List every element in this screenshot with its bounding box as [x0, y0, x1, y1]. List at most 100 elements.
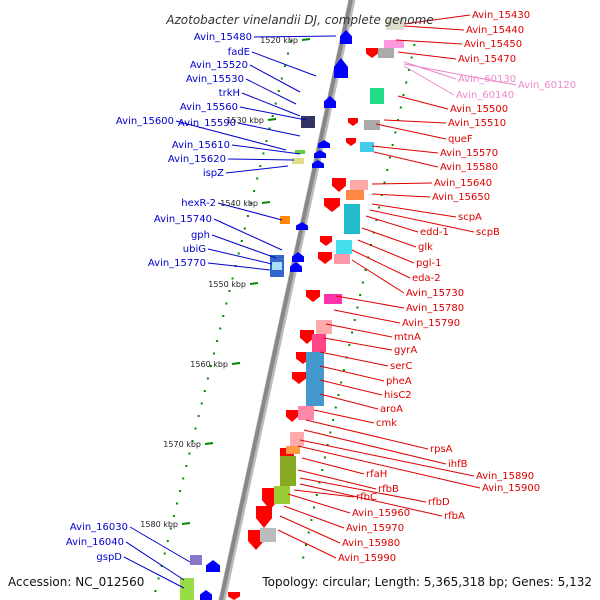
minus-strand-gene [312, 160, 324, 168]
gene-label: Avin_15890 [476, 471, 534, 482]
minus-strand-gene [296, 222, 308, 230]
gene-label: Avin_15520 [190, 60, 248, 71]
gene-label: Avin_15990 [338, 553, 396, 564]
tick-dot [182, 477, 185, 480]
tick-dot [405, 81, 408, 84]
tick-dot [348, 344, 351, 346]
leader-line [297, 469, 377, 490]
gene-label: rpsA [430, 444, 453, 455]
tick-dot [219, 327, 222, 330]
tick-dot [200, 402, 203, 405]
leader-line [371, 182, 433, 185]
gene-box [180, 578, 194, 600]
scale-tick-label: 1520 kbp [260, 36, 298, 45]
gene-label: Avin_15780 [406, 303, 464, 314]
accession-text: Accession: NC_012560 [8, 575, 144, 589]
leader-line [303, 429, 447, 465]
gene-label: Avin_15650 [432, 192, 490, 203]
scale-tick-mark [181, 522, 191, 525]
leader-line [237, 122, 301, 137]
gene-label: Avin_15960 [352, 508, 410, 519]
leader-line [395, 39, 463, 45]
gene-label: Avin_60140 [456, 90, 514, 101]
gene-label: cmk [376, 418, 397, 429]
gene-box [370, 88, 384, 104]
scale-tick-label: 1560 kbp [190, 360, 228, 369]
gene-label: fadE [228, 47, 250, 58]
tick-dot [197, 415, 200, 417]
tick-dot [268, 127, 271, 130]
tick-dot [356, 306, 359, 309]
gene-box [324, 294, 342, 304]
tick-dot [310, 519, 313, 521]
leader-line [319, 351, 389, 367]
gene-label: serC [390, 361, 412, 372]
gene-box [386, 18, 404, 30]
tick-dot [388, 156, 391, 159]
gene-label: Avin_15770 [148, 258, 206, 269]
gene-box [334, 254, 350, 264]
tick-dot [160, 565, 163, 567]
leader-line [299, 477, 427, 503]
leader-line [371, 145, 439, 154]
tick-dot [222, 315, 225, 317]
tick-dot [318, 481, 321, 484]
tick-dot [361, 281, 364, 284]
gene-box [350, 180, 368, 190]
leader-line [217, 202, 283, 221]
gene-label: Avin_16030 [70, 522, 128, 533]
tick-dot [277, 90, 280, 92]
scale-ticks: 1520 kbp 1530 kbp 1540 kbp 1550 kbp 1560 kbp… [140, 36, 311, 529]
scale-tick-mark [204, 442, 214, 445]
scale-tick-mark [249, 282, 259, 285]
leader-line [403, 61, 457, 80]
tick-dot [213, 352, 216, 355]
minus-strand-gene [314, 150, 326, 158]
gene-label: Avin_15900 [482, 483, 540, 494]
scale-tick-mark [301, 38, 311, 41]
leader-line [319, 379, 383, 396]
gene-label: mtnA [394, 332, 421, 343]
tick-dot [262, 152, 265, 155]
plus-strand-gene [324, 198, 340, 212]
gene-label: Avin_15570 [440, 148, 498, 159]
minus-strand-gene [292, 252, 304, 262]
leader-line [211, 234, 277, 259]
gene-box [280, 216, 290, 224]
leader-line [403, 63, 517, 86]
gene-label: Avin_15430 [472, 10, 530, 21]
tick-dot [203, 390, 206, 392]
leader-line [239, 106, 307, 121]
leader-line [245, 78, 297, 105]
tick-dot [253, 190, 256, 192]
tick-dot [413, 44, 416, 46]
gene-label: queF [448, 134, 473, 145]
leader-line [253, 35, 337, 38]
tick-dot [256, 177, 259, 180]
tick-dot [206, 377, 209, 380]
gene-label: Avin_15970 [346, 523, 404, 534]
minus-strand-gene [324, 96, 336, 108]
gene-box [298, 406, 314, 420]
leader-line [333, 309, 401, 324]
tick-dot [326, 444, 329, 446]
tick-dot [332, 419, 335, 421]
minus-strand-gene [334, 58, 348, 78]
gene-label: eda-2 [412, 273, 441, 284]
gene-label: Avin_15790 [402, 318, 460, 329]
leader-line [241, 92, 301, 117]
scale-tick-label: 1580 kbp [140, 520, 178, 529]
gene-box [360, 142, 374, 152]
plus-strand-gene [286, 410, 298, 422]
gene-label: Avin_15600 [116, 116, 174, 127]
tick-dot [359, 294, 362, 296]
scale-tick-mark [261, 201, 271, 204]
gene-box [295, 150, 305, 154]
leader-line [371, 203, 457, 218]
gene-label: Avin_15480 [194, 32, 252, 43]
leader-line [375, 123, 447, 140]
plus-strand-gene [348, 118, 358, 126]
scale-tick-label: 1530 kbp [226, 116, 264, 125]
leader-line [371, 193, 431, 198]
tick-dot [194, 427, 197, 430]
